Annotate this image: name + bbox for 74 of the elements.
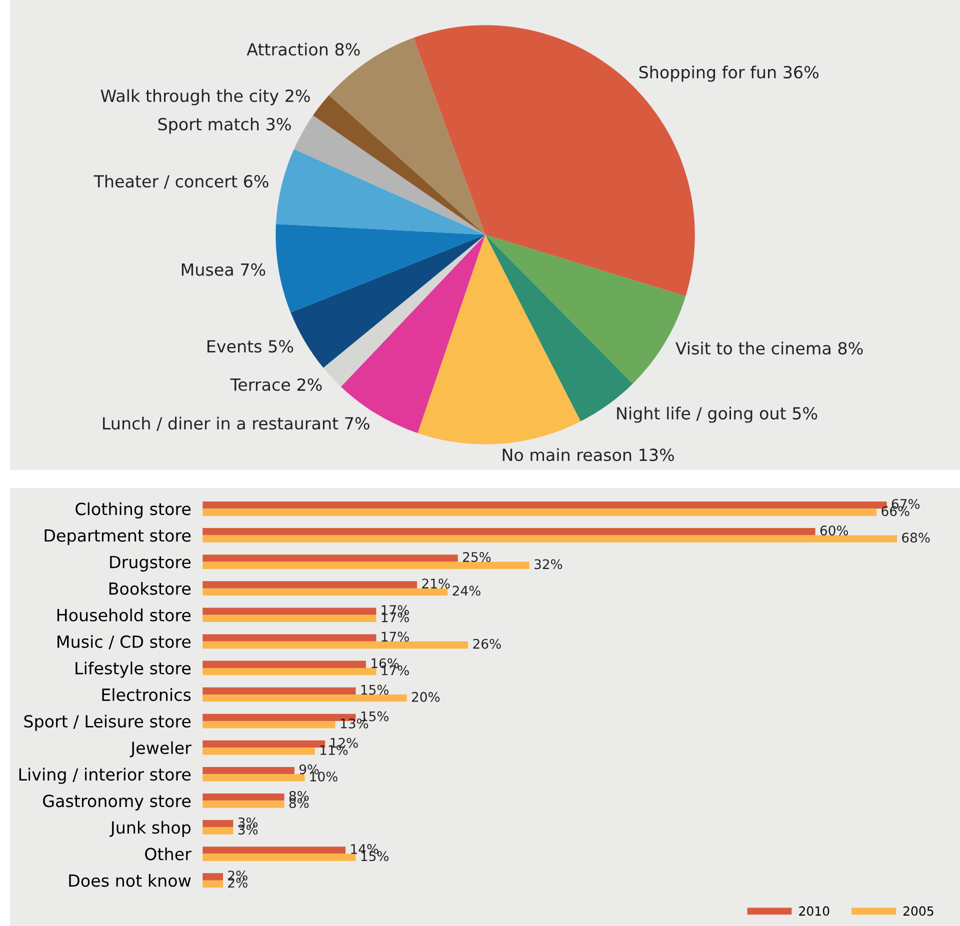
data-label: 32% [534, 559, 562, 570]
y-tick-label: Gastronomy store [43, 794, 191, 810]
bar [202, 827, 234, 834]
data-label: 15% [361, 684, 389, 695]
y-tick-label: Sport / Leisure store [24, 714, 191, 731]
slice-label: Sport match 3% [158, 118, 291, 134]
y-tick-label: Drugstore [110, 556, 191, 572]
y-tick-label: Jeweler [130, 741, 192, 758]
y-tick-label: Junk shop [110, 820, 191, 838]
data-label: 60% [820, 525, 848, 536]
bar [202, 508, 877, 516]
slice-label: Musea 7% [182, 263, 266, 276]
bar [202, 660, 366, 668]
y-tick-label: Living / interior store [19, 768, 191, 784]
bar [202, 588, 448, 596]
y-tick-label: Other [145, 847, 192, 860]
bar [202, 794, 284, 801]
data-label: 17% [382, 632, 409, 642]
bar [202, 820, 234, 828]
y-tick-label: Lifestyle store [76, 662, 191, 678]
y-tick-label: Electronics [102, 688, 191, 702]
bar [202, 846, 346, 854]
bar [202, 800, 284, 808]
bar [202, 641, 468, 649]
y-tick-label: Household store [57, 608, 191, 622]
slice-label: Night life / going out 5% [617, 406, 818, 423]
slice-label: Visit to the cinema 8% [675, 342, 863, 355]
y-tick-label: Clothing store [76, 502, 191, 518]
legend-label: 2010 [799, 906, 830, 916]
data-label: 68% [902, 532, 930, 543]
bar [202, 562, 530, 569]
bar [202, 608, 376, 615]
y-tick-label: Department store [44, 529, 191, 546]
bar [202, 668, 376, 676]
slice-label: Lunch / diner in a restaurant 7% [103, 416, 370, 431]
bar [202, 614, 376, 622]
data-label: 26% [473, 638, 501, 649]
slice-label: Shopping for fun 36% [639, 66, 818, 82]
slice-label: Theater / concert 6% [94, 174, 268, 189]
pie-slice [294, 115, 486, 235]
data-label: 21% [422, 578, 450, 589]
bar [202, 581, 418, 588]
bar [202, 766, 294, 774]
data-label: 20% [412, 692, 440, 702]
bar [202, 774, 305, 782]
slice-label: Walk through the city 2% [100, 89, 310, 106]
slice-label: Terrace 2% [230, 378, 322, 391]
pie-slice [323, 234, 486, 387]
bar [202, 535, 897, 542]
legend-label: 2005 [903, 906, 934, 916]
bar [202, 854, 356, 861]
slice-label: Attraction 8% [246, 42, 360, 56]
data-label: 25% [463, 552, 491, 562]
slice-label: Events 5% [208, 340, 294, 353]
bar [202, 873, 223, 880]
y-tick-label: Does not know [69, 874, 191, 887]
data-label: 24% [452, 586, 480, 596]
bar [202, 554, 458, 562]
pie-slice [276, 149, 486, 235]
pie-slice [418, 234, 581, 444]
pie-slice [312, 95, 486, 235]
bar [202, 748, 315, 755]
bar [202, 880, 223, 888]
bar [202, 528, 816, 536]
bar [202, 634, 376, 642]
slice-label: No main reason 13% [502, 448, 674, 462]
y-tick-label: Bookstore [109, 582, 191, 595]
pie-slice [276, 224, 486, 312]
pie-slice [340, 234, 486, 434]
bar [202, 694, 407, 702]
bar [202, 687, 356, 694]
y-tick-label: Music / CD store [58, 635, 191, 650]
bar [202, 721, 336, 728]
pie-slice [328, 38, 486, 235]
